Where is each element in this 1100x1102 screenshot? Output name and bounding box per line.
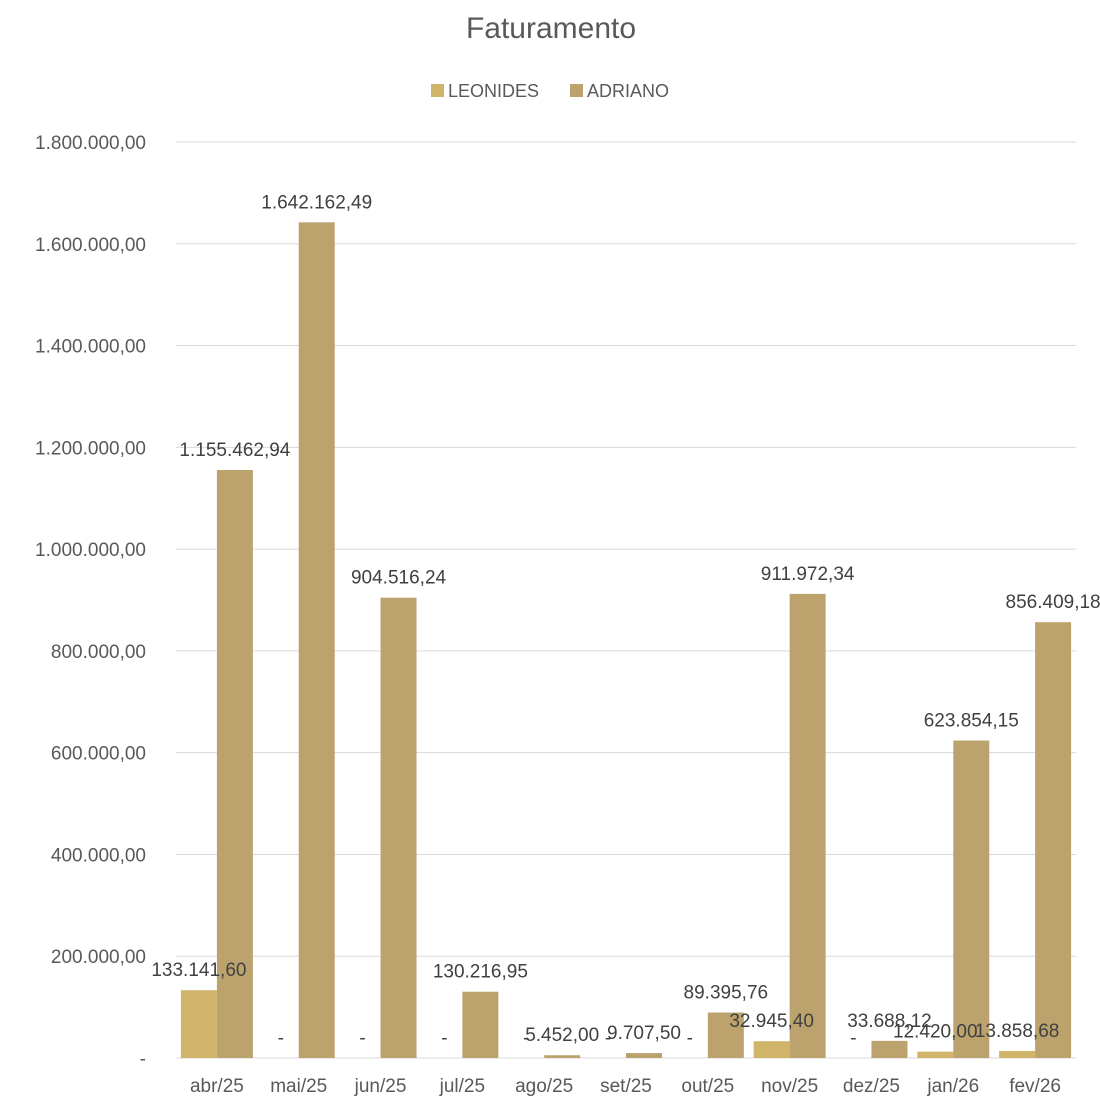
data-label-leonides: - (441, 1028, 447, 1049)
data-label-adriano: 130.216,95 (433, 962, 528, 983)
chart-title: Faturamento (466, 12, 636, 45)
bar-adriano-jun-25 (380, 597, 417, 1058)
data-label-leonides: 133.141,60 (151, 960, 246, 981)
y-tick-label: 1.600.000,00 (35, 235, 146, 256)
x-tick-label: jan/26 (926, 1076, 979, 1097)
data-label-adriano: 33.688,12 (847, 1011, 932, 1032)
data-label-leonides: 13.858,68 (975, 1021, 1060, 1042)
legend-swatch-adriano (570, 84, 583, 97)
bar-adriano-nov-25 (789, 593, 826, 1058)
y-tick-label: 400.000,00 (51, 845, 146, 866)
x-tick-label: set/25 (600, 1076, 652, 1097)
x-tick-label: abr/25 (190, 1076, 244, 1097)
data-label-adriano: 904.516,24 (351, 568, 447, 589)
data-label-leonides: - (278, 1028, 284, 1049)
data-label-leonides: - (687, 1028, 693, 1049)
y-tick-label: 1.800.000,00 (35, 133, 146, 154)
bar-adriano-out-25 (707, 1012, 744, 1058)
data-label-leonides: - (605, 1028, 611, 1049)
bar-adriano-abr-25 (216, 469, 253, 1058)
data-label-adriano: 911.972,34 (761, 564, 855, 585)
x-tick-label: nov/25 (761, 1076, 818, 1097)
data-label-adriano: 1.642.162,49 (261, 192, 372, 213)
bar-adriano-ago-25 (544, 1055, 581, 1058)
x-tick-label: dez/25 (843, 1076, 900, 1097)
x-tick-label: mai/25 (270, 1076, 327, 1097)
bar-adriano-mai-25 (298, 222, 335, 1058)
bar-adriano-set-25 (626, 1053, 662, 1058)
bar-leonides-fev-26 (999, 1050, 1036, 1058)
data-label-adriano: 856.409,18 (1006, 592, 1100, 613)
data-label-leonides: - (523, 1028, 529, 1049)
bar-adriano-jan-26 (953, 740, 990, 1058)
data-label-adriano: 5.452,00 (525, 1025, 599, 1046)
x-tick-label: jul/25 (439, 1076, 485, 1097)
bar-adriano-fev-26 (1035, 622, 1072, 1058)
x-tick-label: fev/26 (1009, 1076, 1061, 1097)
data-label-leonides: - (850, 1028, 856, 1049)
x-tick-label: out/25 (681, 1076, 734, 1097)
data-labels: 133.141,60 1.155.462,94 - 1.642.162,49 - 904.… (151, 192, 1100, 1049)
x-tick-label: jun/25 (354, 1076, 407, 1097)
y-tick-label: 1.000.000,00 (35, 540, 146, 561)
legend-swatch-leonides (431, 84, 444, 97)
data-label-adriano: 1.155.462,94 (179, 440, 290, 461)
y-tick-label: 200.000,00 (51, 947, 146, 968)
y-tick-label: 800.000,00 (51, 642, 146, 663)
x-axis: abr/25 mai/25 jun/25 jul/25 ago/25 set/25 out/… (190, 1076, 1061, 1097)
data-label-leonides: 32.945,40 (729, 1011, 814, 1032)
bar-leonides-jan-26 (917, 1051, 954, 1058)
legend-label-adriano: ADRIANO (587, 81, 669, 101)
bars (180, 222, 1072, 1058)
data-label-adriano: 623.854,15 (924, 711, 1019, 732)
bar-adriano-dez-25 (871, 1040, 908, 1058)
chart-legend: LEONIDES ADRIANO (431, 81, 669, 101)
bar-leonides-nov-25 (753, 1041, 790, 1058)
data-label-leonides: - (359, 1028, 365, 1049)
data-label-adriano: 89.395,76 (684, 983, 769, 1004)
y-tick-label: - (140, 1049, 146, 1070)
y-axis: - 200.000,00 400.000,00 600.000,00 800.000,0… (35, 133, 146, 1070)
y-tick-label: 1.400.000,00 (35, 337, 146, 358)
legend-label-leonides: LEONIDES (448, 81, 539, 101)
bar-adriano-jul-25 (462, 991, 499, 1058)
x-tick-label: ago/25 (515, 1076, 573, 1097)
data-label-leonides: 12.420,00 (893, 1022, 978, 1043)
bar-leonides-abr-25 (180, 990, 217, 1058)
y-tick-label: 600.000,00 (51, 744, 146, 765)
y-tick-label: 1.200.000,00 (35, 438, 146, 459)
data-label-adriano: 9.707,50 (607, 1023, 681, 1044)
